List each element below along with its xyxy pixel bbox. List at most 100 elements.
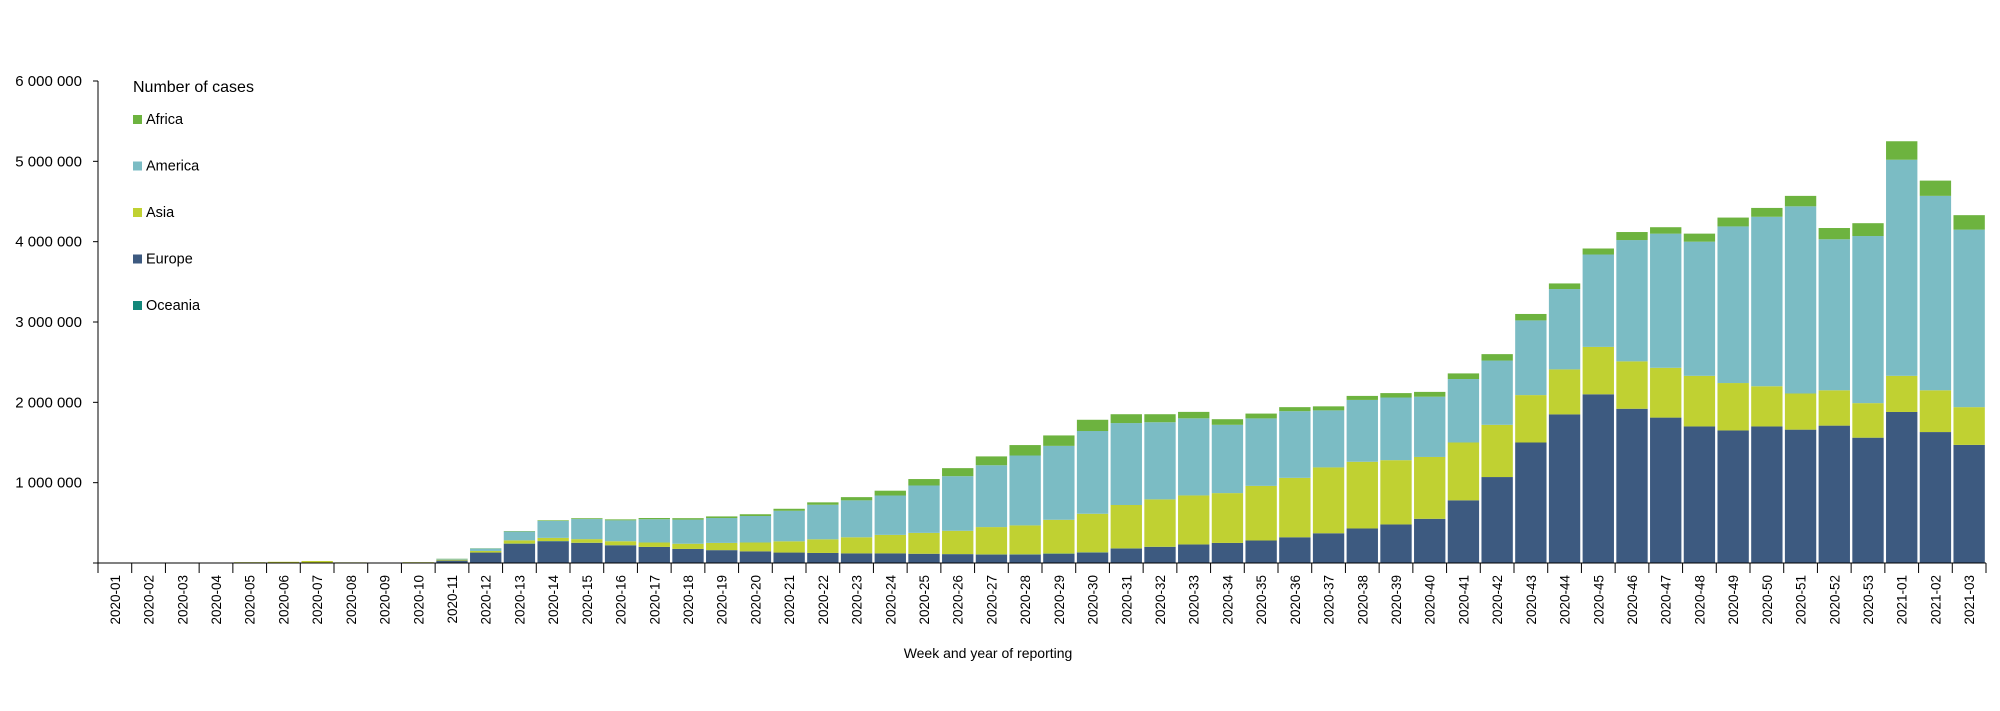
bar-segment-africa <box>1346 395 1378 400</box>
bar-segment-asia <box>975 527 1008 555</box>
bar-segment-america <box>503 531 536 541</box>
bar-segment-africa <box>840 497 873 501</box>
bar-segment-africa <box>672 518 704 520</box>
bar-segment-europe <box>1110 548 1142 563</box>
bar-segment-europe <box>470 552 502 563</box>
bar-segment-america <box>1414 396 1446 457</box>
x-tick-label: 2020-16 <box>614 575 629 625</box>
x-tick-label: 2020-17 <box>647 575 662 625</box>
bar-segment-america <box>874 495 906 535</box>
bar-segment-europe <box>436 560 468 563</box>
bar-segment-america <box>773 510 805 542</box>
bar-segment-america <box>1616 240 1648 362</box>
bar-segment-asia <box>942 530 974 555</box>
x-tick-label: 2020-49 <box>1726 575 1741 625</box>
bar-segment-asia <box>1717 383 1749 431</box>
bar-segment-america <box>1751 216 1783 387</box>
bar-segment-europe <box>1346 528 1378 563</box>
x-tick-label: 2020-24 <box>883 575 898 625</box>
series-europe <box>402 394 1985 563</box>
bar-segment-america <box>1481 360 1513 425</box>
bar-segment-africa <box>1245 413 1277 419</box>
x-tick-label: 2020-33 <box>1187 575 1202 625</box>
bar-segment-europe <box>1076 552 1109 563</box>
bar-segment-america <box>1953 229 1985 408</box>
bar-segment-america <box>1886 159 1918 376</box>
bar-segment-europe <box>638 546 670 563</box>
legend-label-asia: Asia <box>146 205 175 221</box>
legend: Number of cases Africa America Asia Europe O… <box>133 79 254 314</box>
bar-segment-america <box>1380 397 1412 461</box>
x-tick-label: 2020-52 <box>1827 575 1842 625</box>
x-tick-label: 2020-12 <box>479 575 494 625</box>
bars-layer <box>99 141 1985 563</box>
bar-segment-europe <box>840 553 873 563</box>
x-tick-label: 2021-01 <box>1895 575 1910 625</box>
legend-swatch-oceania <box>133 301 142 310</box>
bar-segment-america <box>1178 418 1210 496</box>
bar-segment-asia <box>1616 361 1648 409</box>
bar-segment-asia <box>773 541 805 553</box>
legend-label-oceania: Oceania <box>146 298 201 314</box>
bar-segment-africa <box>1447 373 1480 380</box>
bar-segment-asia <box>301 560 333 563</box>
bar-segment-asia <box>1279 477 1311 538</box>
bar-segment-asia <box>1515 395 1547 443</box>
x-axis-title: Week and year of reporting <box>904 645 1073 661</box>
bar-segment-europe <box>604 545 637 563</box>
bar-segment-america <box>604 520 637 542</box>
x-tick-label: 2020-22 <box>816 575 831 625</box>
x-tick-label: 2020-10 <box>411 575 426 625</box>
bar-segment-africa <box>1515 313 1547 321</box>
bar-segment-africa <box>1784 195 1817 207</box>
bar-segment-europe <box>1515 442 1547 563</box>
bar-segment-europe <box>706 550 738 563</box>
bar-segment-africa <box>1414 391 1446 397</box>
bar-segment-africa <box>908 479 940 486</box>
x-tick-label: 2020-44 <box>1558 575 1573 625</box>
bar-segment-africa <box>1919 180 1952 196</box>
bar-segment-america <box>1919 195 1952 391</box>
bar-segment-america <box>1279 411 1311 478</box>
bar-segment-europe <box>1380 524 1412 563</box>
bar-segment-america <box>1144 422 1176 500</box>
bar-segment-america <box>1683 241 1716 376</box>
bar-segment-asia <box>1650 367 1682 418</box>
bar-segment-europe <box>1717 430 1749 563</box>
bar-segment-asia <box>1548 369 1581 415</box>
x-tick-label: 2020-41 <box>1456 575 1471 625</box>
bar-segment-asia <box>1076 513 1109 553</box>
bar-segment-europe <box>739 551 772 563</box>
x-tick-label: 2020-23 <box>850 575 865 625</box>
x-tick-label: 2020-37 <box>1322 575 1337 625</box>
bar-segment-asia <box>840 537 873 554</box>
bar-segment-africa <box>1616 232 1648 241</box>
x-tick-label: 2020-29 <box>1052 575 1067 625</box>
x-tick-label: 2020-25 <box>917 575 932 625</box>
bar-segment-africa <box>773 508 805 511</box>
bar-segment-asia <box>571 539 603 543</box>
bar-segment-asia <box>638 542 670 547</box>
bar-segment-asia <box>1312 467 1345 534</box>
bar-segment-europe <box>1144 546 1176 563</box>
legend-swatch-africa <box>133 115 142 124</box>
x-tick-label: 2020-11 <box>445 575 460 624</box>
bar-segment-america <box>1650 233 1682 368</box>
bar-segment-africa <box>1751 207 1783 217</box>
series-asia <box>99 346 1985 563</box>
x-tick-label: 2020-08 <box>344 575 359 625</box>
bar-segment-europe <box>1582 394 1614 563</box>
x-tick-label: 2021-03 <box>1962 575 1977 625</box>
bar-segment-africa <box>1076 419 1109 432</box>
bar-segment-asia <box>672 543 704 549</box>
bar-segment-africa <box>1279 407 1311 412</box>
bar-segment-asia <box>1919 390 1952 433</box>
bar-segment-europe <box>1481 477 1513 563</box>
bar-segment-africa <box>1144 414 1176 423</box>
x-tick-label: 2020-07 <box>310 575 325 625</box>
x-tick-label: 2020-18 <box>681 575 696 625</box>
x-tick-label: 2020-50 <box>1760 575 1775 625</box>
bar-segment-america <box>1515 320 1547 396</box>
x-tick-label: 2020-28 <box>1018 575 1033 625</box>
bar-segment-asia <box>267 561 300 563</box>
